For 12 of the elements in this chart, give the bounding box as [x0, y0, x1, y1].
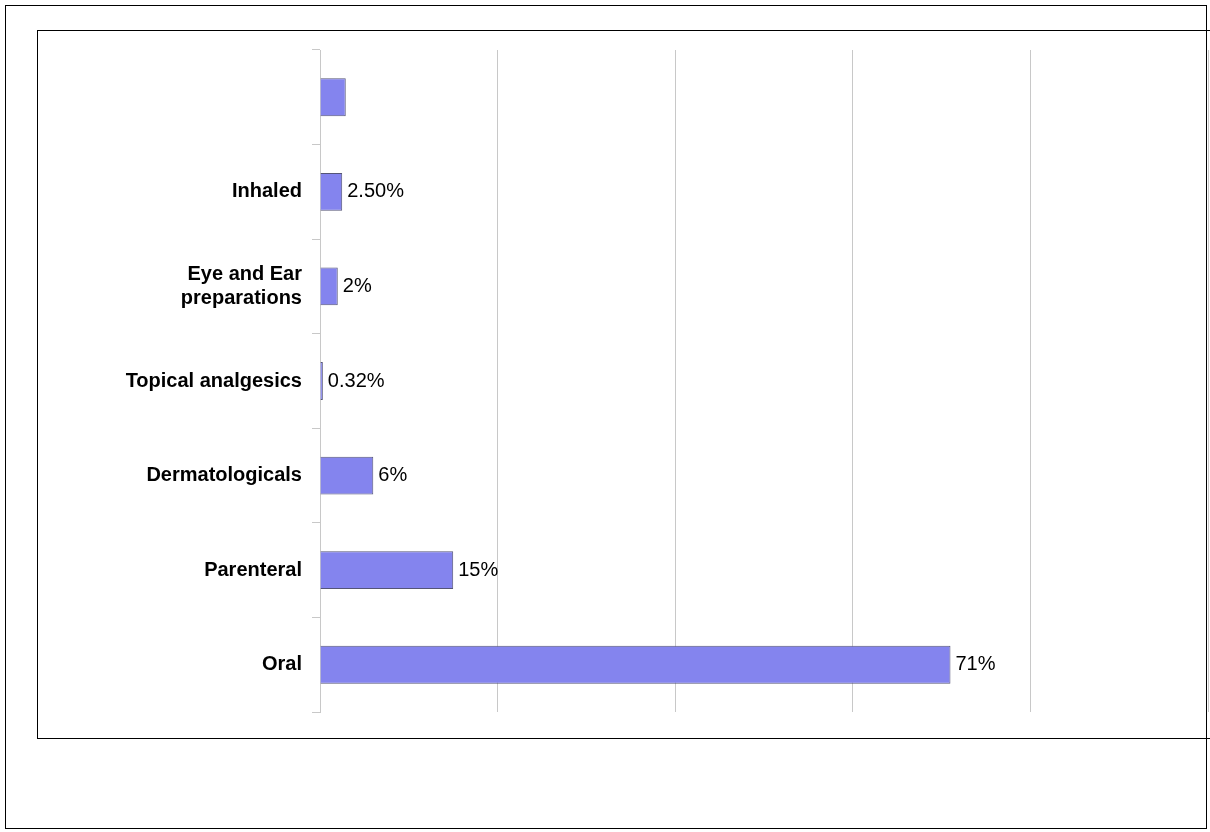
data-label: 2%: [342, 273, 372, 296]
y-tick-label: Eye and Ear preparations: [180, 261, 303, 308]
data-label: 6%: [378, 463, 408, 486]
y-tick-label: Oral: [261, 652, 302, 675]
data-label: 2.50%: [347, 179, 405, 202]
data-label: 71%: [955, 652, 996, 675]
y-tick-label: Topical analgesics: [125, 368, 302, 391]
data-label: 15%: [458, 557, 499, 580]
y-tick-label: Inhaled: [231, 179, 302, 202]
y-tick-label: Dermatologicals: [146, 463, 302, 486]
data-label: 0.32%: [327, 368, 385, 391]
y-tick-label: Parenteral: [204, 557, 302, 580]
